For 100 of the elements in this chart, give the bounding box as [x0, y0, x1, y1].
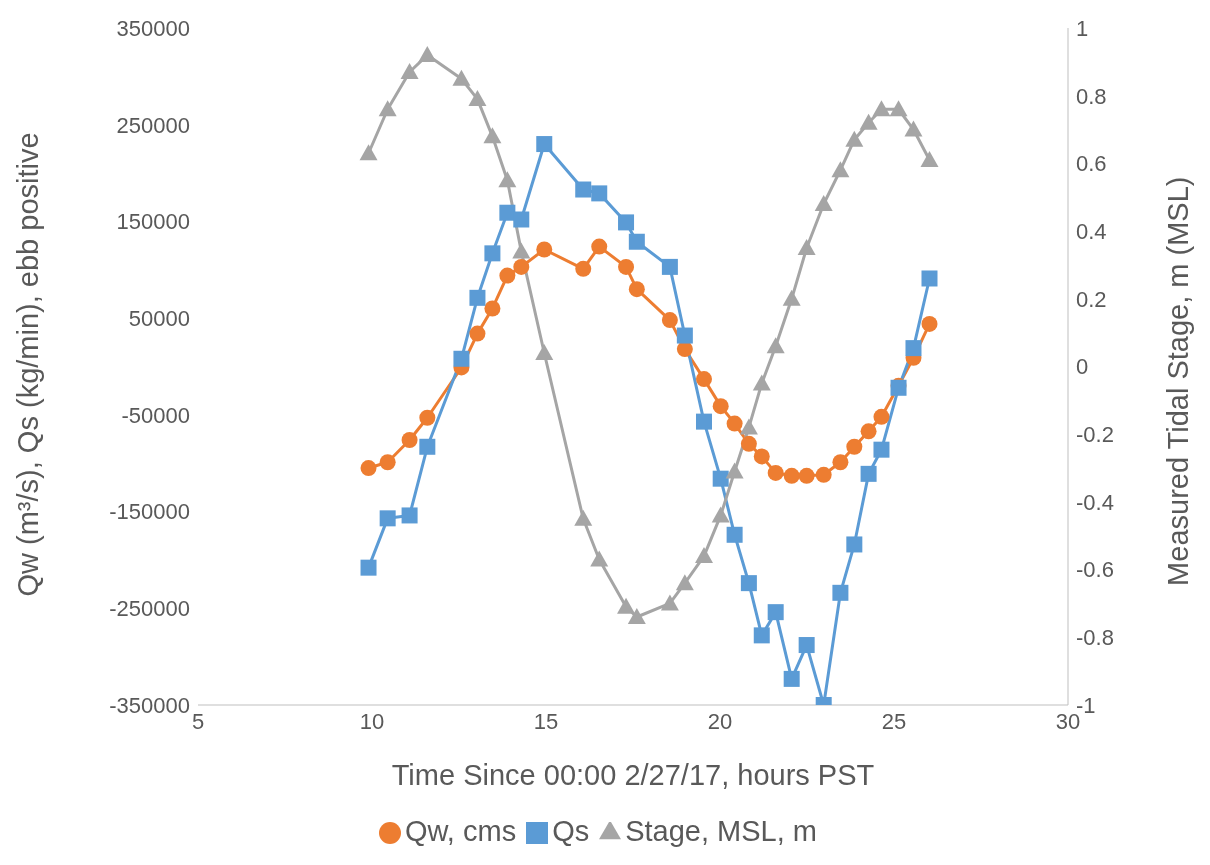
x-tick-label: 10 [359, 708, 385, 734]
point [814, 195, 833, 212]
x-tick-label: 15 [533, 708, 559, 734]
x-tick-label: 30 [1055, 708, 1081, 734]
y2-tick-label: -0.2 [1076, 422, 1114, 448]
point [452, 69, 471, 86]
y-tick-label: 50000 [128, 305, 190, 331]
point [627, 607, 646, 624]
y-axis-title: Qw (m³/s), Qs (kg/min), ebb positive [12, 132, 45, 597]
point [905, 340, 922, 357]
point [783, 467, 800, 484]
point [767, 464, 784, 481]
x-axis-title: Time Since 00:00 2/27/17, hours PST [391, 759, 875, 791]
point [846, 438, 863, 455]
point [675, 574, 694, 591]
point [845, 130, 864, 147]
point [574, 509, 593, 526]
point [484, 300, 501, 317]
point [618, 214, 635, 231]
point [360, 559, 377, 576]
point [401, 507, 418, 524]
y2-tick-label: 0.6 [1076, 151, 1107, 177]
point [860, 465, 877, 482]
y2-tick-label: 0.2 [1076, 286, 1107, 312]
point [499, 204, 516, 221]
point [617, 597, 636, 614]
point [469, 325, 486, 342]
point [535, 343, 554, 360]
point [921, 270, 938, 287]
y2-tick-label: -0.4 [1076, 489, 1114, 515]
point [846, 536, 863, 553]
y-tick-label: 150000 [116, 209, 190, 235]
point [873, 408, 890, 425]
point [661, 312, 678, 329]
point [499, 267, 516, 284]
point [628, 233, 645, 250]
point [766, 337, 785, 354]
point [590, 550, 609, 567]
point [359, 144, 378, 161]
x-tick-label: 20 [707, 708, 733, 734]
point [726, 415, 743, 432]
point [513, 258, 530, 275]
point [726, 526, 743, 543]
point [591, 238, 608, 255]
point [695, 371, 712, 388]
y2-tick-label: -0.8 [1076, 625, 1114, 651]
point [513, 211, 530, 228]
point [575, 181, 592, 198]
point [798, 637, 815, 654]
point [767, 604, 784, 621]
point [661, 258, 678, 275]
x-tick-label: 25 [881, 708, 907, 734]
point [575, 260, 592, 277]
y-tick-label: 250000 [116, 112, 190, 138]
point [360, 460, 377, 477]
point [740, 575, 757, 592]
point [711, 506, 730, 523]
point [712, 470, 729, 487]
point [860, 423, 877, 440]
y2-tick-label: 0 [1076, 354, 1089, 380]
point [536, 241, 553, 258]
point [660, 594, 679, 611]
point [832, 454, 849, 471]
point [782, 289, 801, 306]
point [753, 448, 770, 465]
point [418, 46, 437, 63]
point [468, 90, 487, 107]
point [797, 239, 816, 256]
y-tick-label: -50000 [121, 402, 190, 428]
point [712, 398, 729, 415]
y-tick-label: -250000 [109, 596, 190, 622]
point [628, 281, 645, 298]
point [483, 127, 502, 144]
point [815, 466, 832, 483]
point [725, 462, 744, 479]
x-tick-label: 5 [191, 708, 205, 734]
point [740, 435, 757, 452]
point [618, 258, 635, 275]
legend-label: Qw, cms [404, 815, 517, 847]
point [859, 113, 878, 130]
point [752, 374, 771, 391]
point [512, 242, 531, 259]
point [904, 120, 923, 137]
point [798, 467, 815, 484]
point [401, 432, 418, 448]
y2-tick-label: 0.4 [1076, 218, 1107, 244]
point [400, 63, 419, 79]
point [591, 185, 608, 202]
point [676, 327, 693, 344]
point [695, 413, 712, 430]
point [831, 161, 850, 178]
point [694, 547, 713, 564]
y-tick-label: -350000 [109, 692, 190, 718]
point [739, 418, 758, 435]
point [920, 151, 939, 168]
point [453, 350, 470, 367]
point [753, 627, 770, 644]
y-tick-label: 350000 [116, 15, 190, 41]
point [536, 136, 553, 153]
point [378, 100, 397, 117]
